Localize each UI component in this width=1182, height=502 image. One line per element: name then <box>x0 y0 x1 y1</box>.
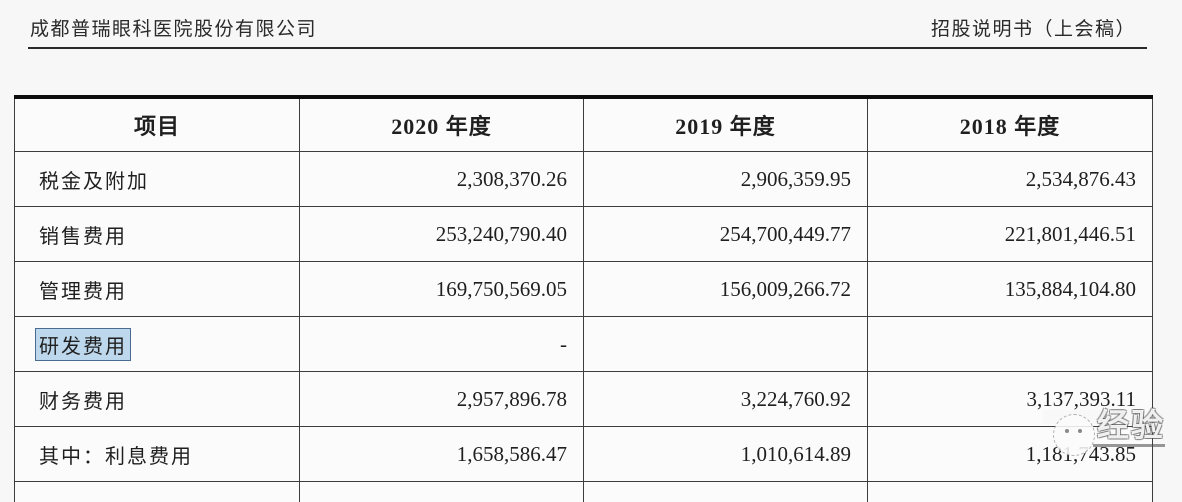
col-header-2019: 2019 年度 <box>584 97 868 152</box>
cell-2019: 1,010,614.89 <box>584 427 868 482</box>
table-row: 研发费用 - <box>15 317 1153 372</box>
cell-2018: 1,181,743.85 <box>868 427 1153 482</box>
cell-2020: 2,308,370.26 <box>300 152 584 207</box>
doc-title-prospectus: 招股说明书（上会稿） <box>931 14 1136 41</box>
cell-item-label: 销售费用 <box>15 207 300 262</box>
cell-2018: 135,884,104.80 <box>868 262 1153 317</box>
col-header-2020: 2020 年度 <box>300 97 584 152</box>
cell-item-label: 其中：利息费用 <box>15 427 300 482</box>
item-label-text: 其中：利息费用 <box>39 446 193 468</box>
doc-title-company: 成都普瑞眼科医院股份有限公司 <box>30 14 317 41</box>
cell-item-label: 税金及附加 <box>15 152 300 207</box>
cell-2018: 3,137,393.11 <box>868 372 1153 427</box>
cell-item-label: 管理费用 <box>15 262 300 317</box>
cell-2019: 254,700,449.77 <box>584 207 868 262</box>
cell-2020: - <box>300 317 584 372</box>
col-header-2018: 2018 年度 <box>868 97 1153 152</box>
cell-2020: 1,658,586.47 <box>300 427 584 482</box>
table-header-row: 项目 2020 年度 2019 年度 2018 年度 <box>15 97 1153 152</box>
financial-table-wrap: 项目 2020 年度 2019 年度 2018 年度 税金及附加 2,308,37… <box>14 95 1152 502</box>
cell-2018: 2,534,876.43 <box>868 152 1153 207</box>
cell-2019: 2,906,359.95 <box>584 152 868 207</box>
cell-2020: 169,750,569.05 <box>300 262 584 317</box>
cell-empty <box>300 482 584 502</box>
cell-empty <box>584 482 868 502</box>
cell-item-label: 研发费用 <box>15 317 300 372</box>
cell-empty <box>868 482 1153 502</box>
cell-2020: 2,957,896.78 <box>300 372 584 427</box>
cell-2019 <box>584 317 868 372</box>
cell-item-label: 财务费用 <box>15 372 300 427</box>
selection-highlight[interactable]: 研发费用 <box>36 329 130 360</box>
cell-empty <box>15 482 300 502</box>
header-divider <box>28 47 1147 49</box>
item-label-text: 管理费用 <box>39 281 127 303</box>
item-label-text: 财务费用 <box>39 391 127 413</box>
cell-2018: 221,801,446.51 <box>868 207 1153 262</box>
col-header-item: 项目 <box>15 97 300 152</box>
item-label-text: 销售费用 <box>39 226 127 248</box>
table-row-partial <box>15 482 1153 502</box>
cell-2020: 253,240,790.40 <box>300 207 584 262</box>
cell-2019: 156,009,266.72 <box>584 262 868 317</box>
financial-table: 项目 2020 年度 2019 年度 2018 年度 税金及附加 2,308,37… <box>14 95 1153 502</box>
cell-2018 <box>868 317 1153 372</box>
doc-header: 成都普瑞眼科医院股份有限公司 招股说明书（上会稿） <box>30 14 1136 41</box>
item-label-text: 税金及附加 <box>39 171 149 193</box>
cell-2019: 3,224,760.92 <box>584 372 868 427</box>
